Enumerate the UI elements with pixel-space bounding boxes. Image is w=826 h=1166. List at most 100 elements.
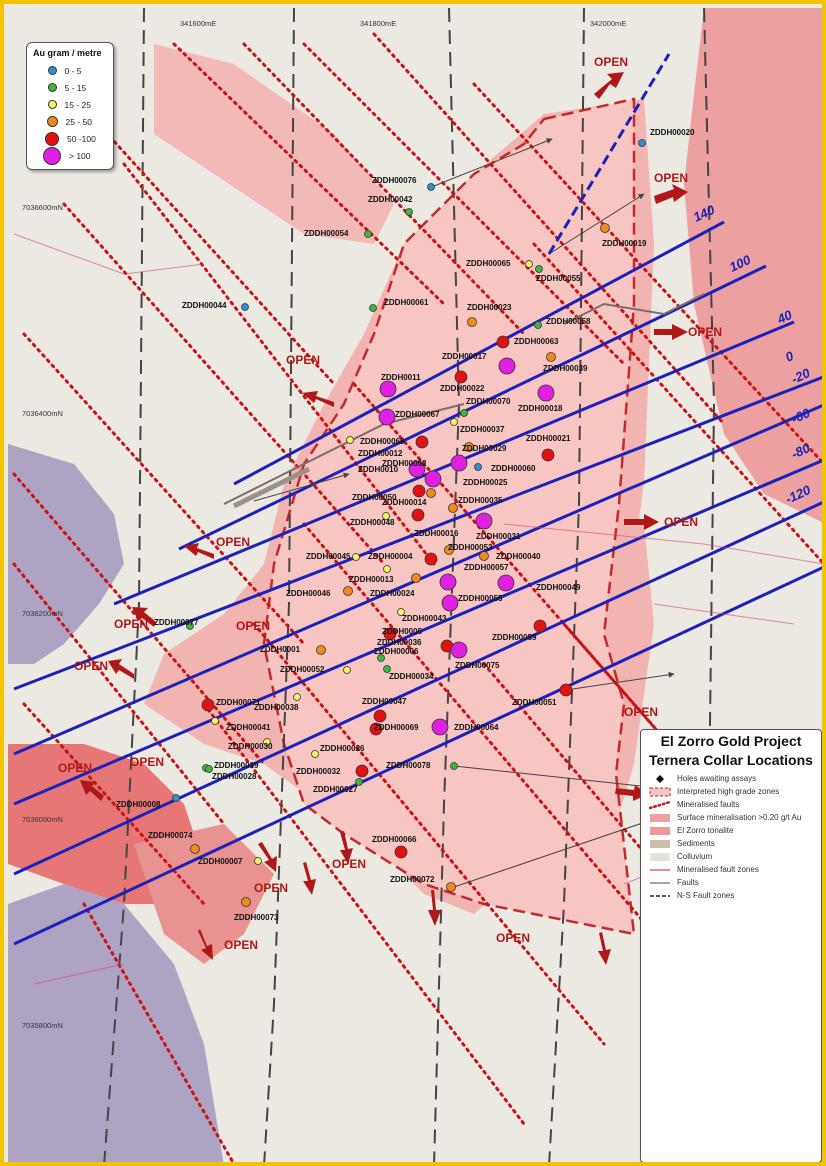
collar-marker[interactable]	[431, 718, 449, 736]
project-title: El Zorro Gold Project	[660, 733, 802, 749]
key-item: Surface mineralisation >0.20 g/t Au	[641, 811, 821, 824]
collar-label: ZDDH00054	[304, 229, 349, 238]
grade-dot-icon	[47, 100, 57, 109]
collar-marker[interactable]	[525, 260, 533, 268]
collar-marker[interactable]	[394, 845, 408, 859]
collar-marker[interactable]	[316, 645, 326, 655]
collar-marker[interactable]	[263, 738, 271, 746]
collar-marker[interactable]	[450, 641, 468, 659]
collar-marker[interactable]	[426, 488, 436, 498]
collar-marker[interactable]	[427, 183, 435, 191]
open-label: OPEN	[254, 881, 288, 895]
collar-label: ZDDH00045	[306, 552, 351, 561]
collar-marker[interactable]	[535, 265, 543, 273]
collar-label: ZDDH00043	[402, 614, 447, 623]
collar-marker[interactable]	[454, 370, 468, 384]
collar-marker[interactable]	[254, 857, 262, 865]
collar-marker[interactable]	[441, 594, 459, 612]
collar-label: ZDDH00070	[466, 397, 511, 406]
collar-marker[interactable]	[450, 762, 458, 770]
collar-marker[interactable]	[534, 321, 542, 329]
collar-marker[interactable]	[497, 574, 515, 592]
collar-marker[interactable]	[364, 230, 372, 238]
collar-marker[interactable]	[415, 435, 429, 449]
collar-marker[interactable]	[211, 717, 219, 725]
collar-marker[interactable]	[412, 484, 426, 498]
collar-marker[interactable]	[405, 208, 413, 216]
collar-marker[interactable]	[186, 622, 194, 630]
collar-label: ZDDH00077	[154, 618, 199, 627]
collar-label: ZDDH00017	[442, 352, 487, 361]
collar-marker[interactable]	[346, 436, 354, 444]
collar-marker[interactable]	[382, 512, 390, 520]
collar-marker[interactable]	[311, 750, 319, 758]
collar-marker[interactable]	[450, 418, 458, 426]
collar-marker[interactable]	[498, 357, 516, 375]
surface-mineralisation-branch	[134, 824, 274, 964]
collar-marker[interactable]	[397, 608, 405, 616]
dotted-icon	[648, 800, 672, 810]
collar-marker[interactable]	[424, 470, 442, 488]
collar-marker[interactable]	[241, 897, 251, 907]
easting-label: 341600mE	[180, 19, 216, 28]
collar-label: ZDDH00006	[374, 647, 419, 656]
key-item-label: N-S Fault zones	[677, 891, 735, 900]
collar-marker[interactable]	[352, 553, 360, 561]
collar-marker[interactable]	[343, 666, 351, 674]
collar-marker[interactable]	[474, 463, 482, 471]
collar-location-map: 140 100 40 0 -20 -60 -80 -120	[4, 4, 822, 1162]
collar-marker[interactable]	[343, 586, 353, 596]
collar-marker[interactable]	[383, 665, 391, 673]
collar-label: ZDDH00060	[491, 464, 536, 473]
collar-marker[interactable]	[411, 508, 425, 522]
collar-marker[interactable]	[444, 545, 454, 555]
collar-marker[interactable]	[467, 317, 477, 327]
collar-marker[interactable]	[379, 380, 397, 398]
collar-label: ZDDH00058	[546, 317, 591, 326]
collar-marker[interactable]	[460, 409, 468, 417]
collar-marker[interactable]	[377, 654, 385, 662]
collar-marker[interactable]	[241, 303, 249, 311]
faults	[223, 293, 705, 509]
collar-marker[interactable]	[355, 778, 363, 786]
collar-marker[interactable]	[424, 552, 438, 566]
collar-marker[interactable]	[537, 384, 555, 402]
collar-marker[interactable]	[541, 448, 555, 462]
collar-marker[interactable]	[559, 683, 573, 697]
collar-marker[interactable]	[293, 693, 301, 701]
collar-marker[interactable]	[464, 442, 474, 452]
collar-marker[interactable]	[408, 460, 426, 478]
collar-marker[interactable]	[355, 764, 369, 778]
dashed-icon	[649, 891, 671, 901]
collar-marker[interactable]	[383, 565, 391, 573]
collar-marker[interactable]	[369, 304, 377, 312]
collar-marker[interactable]	[369, 722, 383, 736]
collar-marker[interactable]	[446, 882, 456, 892]
collar-marker[interactable]	[172, 794, 180, 802]
collar-marker[interactable]	[479, 551, 489, 561]
easting-label: 342000mE	[590, 19, 626, 28]
collar-marker[interactable]	[496, 335, 510, 349]
collar-marker[interactable]	[600, 223, 610, 233]
collar-label: ZDDH00061	[384, 298, 429, 307]
collar-marker[interactable]	[448, 503, 458, 513]
collar-label: ZDDH00032	[296, 767, 341, 776]
collar-marker[interactable]	[638, 139, 646, 147]
collar-marker[interactable]	[378, 408, 396, 426]
collar-marker[interactable]	[533, 619, 547, 633]
collar-label: ZDDH00024	[370, 589, 415, 598]
collar-marker[interactable]	[205, 765, 213, 773]
collar-marker[interactable]	[373, 709, 387, 723]
collar-marker[interactable]	[383, 627, 397, 641]
key-item-label: Mineralised fault zones	[677, 865, 759, 874]
collar-marker[interactable]	[439, 573, 457, 591]
collar-marker[interactable]	[475, 512, 493, 530]
collar-marker[interactable]	[411, 573, 421, 583]
collar-marker[interactable]	[190, 844, 200, 854]
key-item: Colluvium	[641, 850, 821, 863]
collar-marker[interactable]	[546, 352, 556, 362]
collar-marker[interactable]	[201, 698, 215, 712]
collar-marker[interactable]	[450, 454, 468, 472]
open-label: OPEN	[594, 55, 628, 69]
key-item: Mineralised fault zones	[641, 863, 821, 876]
